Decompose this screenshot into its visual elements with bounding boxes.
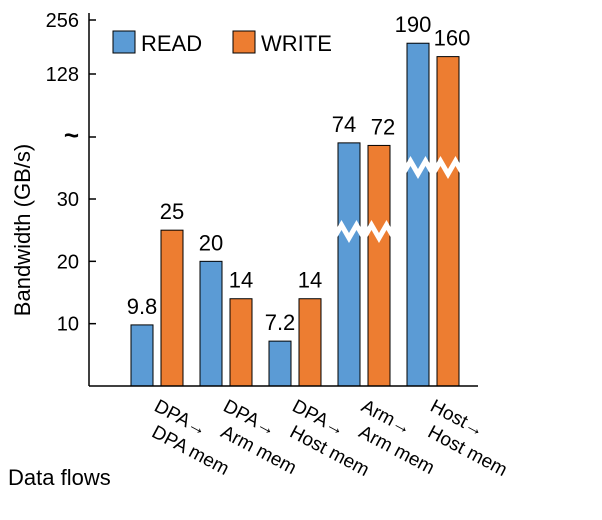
y-axis-title: Bandwidth (GB/s): [10, 144, 35, 316]
y-tick-label: 256: [46, 10, 79, 32]
axis-break-marks: [331, 155, 466, 244]
x-axis-title: Data flows: [8, 465, 111, 490]
y-tick-label: 10: [57, 314, 79, 336]
bar-break-mark: [331, 219, 397, 244]
bar-write-1: [160, 229, 184, 387]
data-label: 9.8: [127, 294, 158, 319]
data-label: 14: [229, 268, 253, 293]
y-tick-label: 128: [46, 64, 79, 86]
bar-write-5: [436, 56, 460, 387]
bar-read-1: [130, 324, 154, 387]
bar-read-2: [199, 260, 223, 387]
data-label: 20: [199, 230, 223, 255]
data-label: 160: [434, 26, 471, 51]
bar-write-3: [298, 298, 322, 387]
bar-write-2: [229, 298, 253, 387]
data-label: 190: [395, 12, 432, 37]
data-label: 25: [160, 199, 184, 224]
bar-read-5: [406, 42, 430, 387]
bar-write-4: [367, 144, 391, 387]
bar-break-mark: [400, 155, 466, 180]
data-label: 74: [332, 112, 356, 137]
y-tick-label: 30: [57, 189, 79, 211]
bar-read-4: [337, 142, 361, 387]
legend: READ WRITE: [112, 30, 332, 56]
y-tick-layer: 10 20 30 ~128 256: [46, 10, 96, 336]
legend-swatch-read: [112, 30, 136, 54]
legend-swatch-write: [232, 30, 256, 54]
data-label: 72: [371, 114, 395, 139]
y-tick-label: 20: [57, 251, 79, 273]
data-label: 7.2: [265, 310, 296, 335]
data-label: 14: [298, 268, 322, 293]
y-tick-label: ~: [64, 120, 79, 150]
bar-read-3: [268, 340, 292, 387]
legend-label-write: WRITE: [261, 31, 332, 56]
legend-label-read: READ: [141, 31, 202, 56]
bars-layer: [130, 42, 460, 387]
